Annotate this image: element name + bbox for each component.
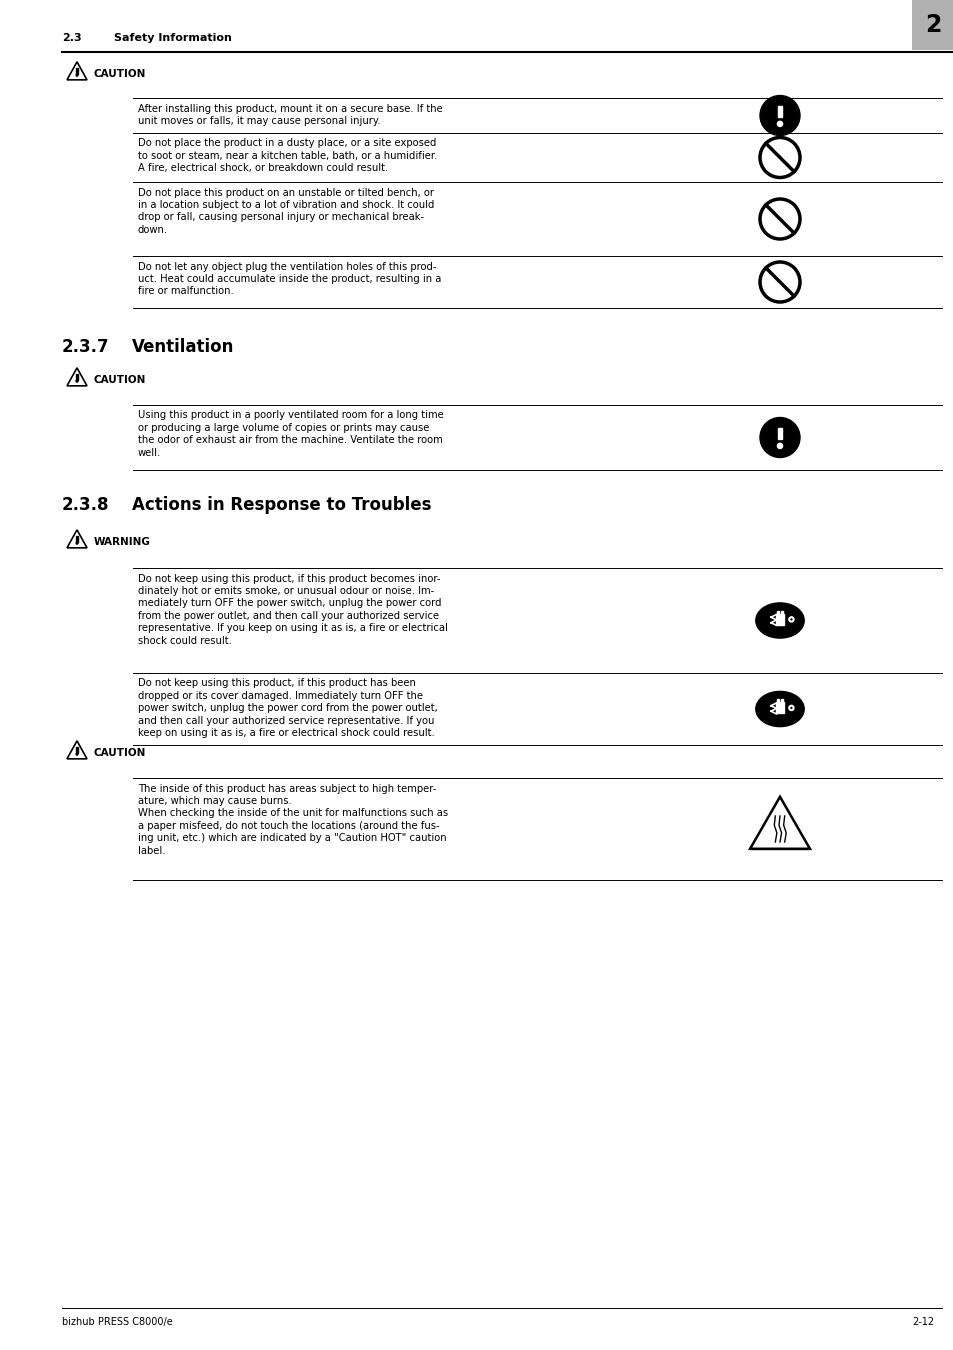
Text: Using this product in a poorly ventilated room for a long time
or producing a la: Using this product in a poorly ventilate… (138, 410, 443, 458)
Bar (776, 614, 783, 625)
Text: Do not place the product in a dusty place, or a site exposed
to soot or steam, n: Do not place the product in a dusty plac… (138, 139, 436, 173)
Text: After installing this product, mount it on a secure base. If the
unit moves or f: After installing this product, mount it … (138, 104, 442, 126)
Circle shape (76, 74, 78, 76)
Circle shape (76, 753, 78, 755)
Bar (76, 374, 77, 379)
Circle shape (777, 443, 781, 448)
Text: The inside of this product has areas subject to high temper-
ature, which may ca: The inside of this product has areas sub… (138, 783, 448, 856)
Text: Do not place this product on an unstable or tilted bench, or
in a location subje: Do not place this product on an unstable… (138, 188, 434, 235)
Text: CAUTION: CAUTION (94, 748, 146, 757)
Text: Do not let any object plug the ventilation holes of this prod-
uct. Heat could a: Do not let any object plug the ventilati… (138, 262, 441, 296)
Text: Safety Information: Safety Information (113, 32, 232, 43)
Bar (781, 699, 782, 705)
Text: WARNING: WARNING (94, 537, 151, 547)
Text: Do not keep using this product, if this product has been
dropped or its cover da: Do not keep using this product, if this … (138, 679, 437, 738)
Text: Do not keep using this product, if this product becomes inor-
dinately hot or em: Do not keep using this product, if this … (138, 574, 447, 645)
Circle shape (76, 543, 78, 544)
Circle shape (760, 96, 800, 135)
Bar (776, 702, 783, 713)
Bar (778, 107, 781, 116)
Text: 2.3.7: 2.3.7 (62, 338, 110, 356)
Bar (76, 748, 77, 753)
Circle shape (760, 262, 800, 302)
Bar (776, 610, 778, 616)
Bar (76, 69, 77, 74)
Text: 2: 2 (923, 14, 941, 36)
Bar (776, 699, 778, 705)
Circle shape (760, 198, 800, 239)
Text: CAUTION: CAUTION (94, 69, 146, 80)
Circle shape (777, 122, 781, 127)
Bar (911, 0, 953, 50)
Ellipse shape (755, 603, 803, 639)
Text: Ventilation: Ventilation (132, 338, 234, 356)
Bar (76, 536, 77, 541)
Text: 2.3: 2.3 (62, 32, 82, 43)
Circle shape (760, 138, 800, 177)
Circle shape (76, 381, 78, 382)
Ellipse shape (755, 691, 803, 726)
Bar (781, 610, 782, 616)
Text: 2-12: 2-12 (911, 1318, 933, 1327)
Text: Actions in Response to Troubles: Actions in Response to Troubles (132, 495, 431, 514)
Text: 2.3.8: 2.3.8 (62, 495, 110, 514)
Bar (778, 428, 781, 439)
Circle shape (760, 417, 800, 458)
Text: bizhub PRESS C8000/e: bizhub PRESS C8000/e (62, 1318, 172, 1327)
Text: CAUTION: CAUTION (94, 375, 146, 385)
